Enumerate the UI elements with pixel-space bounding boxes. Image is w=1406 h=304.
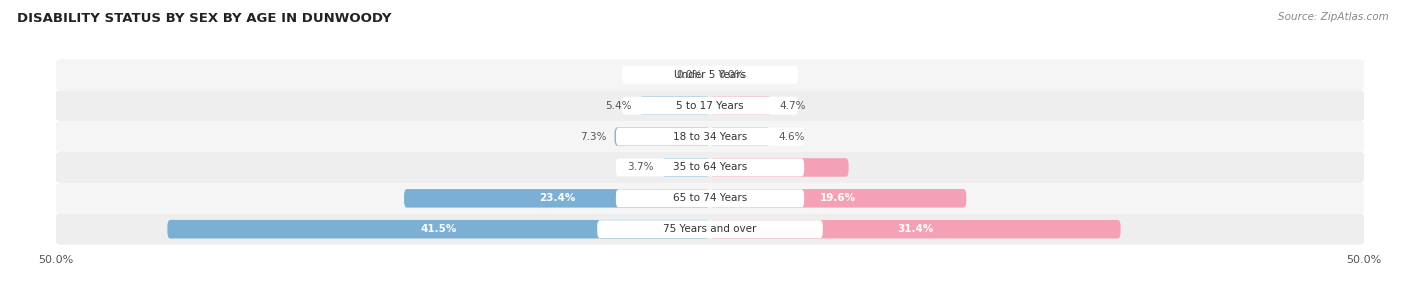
- Text: 75 Years and over: 75 Years and over: [664, 224, 756, 234]
- FancyBboxPatch shape: [53, 59, 1367, 90]
- FancyBboxPatch shape: [404, 189, 710, 208]
- FancyBboxPatch shape: [53, 214, 1367, 245]
- FancyBboxPatch shape: [616, 128, 804, 146]
- FancyBboxPatch shape: [710, 96, 772, 115]
- Text: 0.0%: 0.0%: [676, 70, 702, 80]
- Text: 23.4%: 23.4%: [538, 193, 575, 203]
- FancyBboxPatch shape: [598, 220, 823, 238]
- Text: 10.6%: 10.6%: [761, 162, 797, 172]
- FancyBboxPatch shape: [621, 66, 799, 84]
- Text: Source: ZipAtlas.com: Source: ZipAtlas.com: [1278, 12, 1389, 22]
- Text: Under 5 Years: Under 5 Years: [673, 70, 747, 80]
- FancyBboxPatch shape: [53, 152, 1367, 183]
- FancyBboxPatch shape: [710, 127, 770, 146]
- Legend: Male, Female: Male, Female: [640, 303, 780, 304]
- Text: 65 to 74 Years: 65 to 74 Years: [673, 193, 747, 203]
- Text: 5 to 17 Years: 5 to 17 Years: [676, 101, 744, 111]
- FancyBboxPatch shape: [53, 183, 1367, 214]
- FancyBboxPatch shape: [53, 121, 1367, 152]
- Text: 4.7%: 4.7%: [779, 101, 806, 111]
- Text: 5.4%: 5.4%: [605, 101, 631, 111]
- FancyBboxPatch shape: [621, 97, 799, 115]
- Text: 3.7%: 3.7%: [627, 162, 654, 172]
- Text: 19.6%: 19.6%: [820, 193, 856, 203]
- FancyBboxPatch shape: [616, 189, 804, 207]
- FancyBboxPatch shape: [640, 96, 710, 115]
- FancyBboxPatch shape: [710, 220, 1121, 238]
- Text: 18 to 34 Years: 18 to 34 Years: [673, 132, 747, 142]
- FancyBboxPatch shape: [616, 158, 804, 176]
- Text: 41.5%: 41.5%: [420, 224, 457, 234]
- FancyBboxPatch shape: [53, 90, 1367, 121]
- FancyBboxPatch shape: [710, 189, 966, 208]
- FancyBboxPatch shape: [710, 158, 849, 177]
- Text: 4.6%: 4.6%: [778, 132, 804, 142]
- Text: 0.0%: 0.0%: [718, 70, 744, 80]
- FancyBboxPatch shape: [662, 158, 710, 177]
- Text: 31.4%: 31.4%: [897, 224, 934, 234]
- FancyBboxPatch shape: [167, 220, 710, 238]
- Text: 35 to 64 Years: 35 to 64 Years: [673, 162, 747, 172]
- Text: DISABILITY STATUS BY SEX BY AGE IN DUNWOODY: DISABILITY STATUS BY SEX BY AGE IN DUNWO…: [17, 12, 391, 25]
- FancyBboxPatch shape: [614, 127, 710, 146]
- Text: 7.3%: 7.3%: [581, 132, 607, 142]
